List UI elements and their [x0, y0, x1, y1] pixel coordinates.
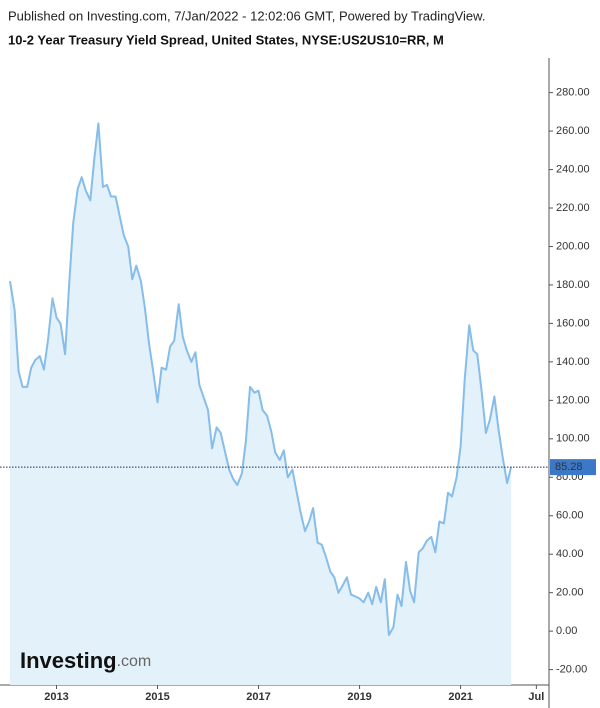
- y-tick-label: 160.00: [556, 317, 590, 329]
- y-tick-label: 220.00: [556, 202, 590, 214]
- watermark-brand: Investing: [20, 648, 117, 673]
- header: Published on Investing.com, 7/Jan/2022 -…: [8, 8, 485, 23]
- plot: -20.000.0020.0040.0060.0080.00100.00120.…: [0, 58, 596, 708]
- x-tick-label: Jul: [528, 691, 544, 703]
- y-tick-label: 40.00: [556, 548, 584, 560]
- y-tick-label: 0.00: [556, 625, 577, 637]
- y-tick-label: 140.00: [556, 356, 590, 368]
- y-tick-label: 120.00: [556, 394, 590, 406]
- y-tick-label: 260.00: [556, 125, 590, 137]
- series-line: [9, 122, 513, 636]
- y-tick-label: 240.00: [556, 163, 590, 175]
- last-value-box: [550, 459, 596, 476]
- y-tick-label: -20.00: [556, 664, 587, 676]
- y-tick-label: 180.00: [556, 279, 590, 291]
- chart-title: 10-2 Year Treasury Yield Spread, United …: [8, 32, 444, 47]
- watermark: Investing.com: [20, 648, 151, 673]
- y-tick-label: 60.00: [556, 510, 584, 522]
- x-tick-label: 2015: [145, 691, 169, 703]
- x-tick-label: 2013: [44, 691, 68, 703]
- y-tick-label: 20.00: [556, 587, 584, 599]
- x-tick-label: 2019: [347, 691, 371, 703]
- last-value-label: 85.28: [555, 461, 583, 473]
- y-tick-label: 200.00: [556, 240, 590, 252]
- x-tick-label: 2017: [246, 691, 270, 703]
- y-tick-label: 280.00: [556, 87, 590, 99]
- x-tick-label: 2021: [448, 691, 472, 703]
- watermark-suffix: .com: [117, 653, 152, 670]
- y-tick-label: 100.00: [556, 433, 590, 445]
